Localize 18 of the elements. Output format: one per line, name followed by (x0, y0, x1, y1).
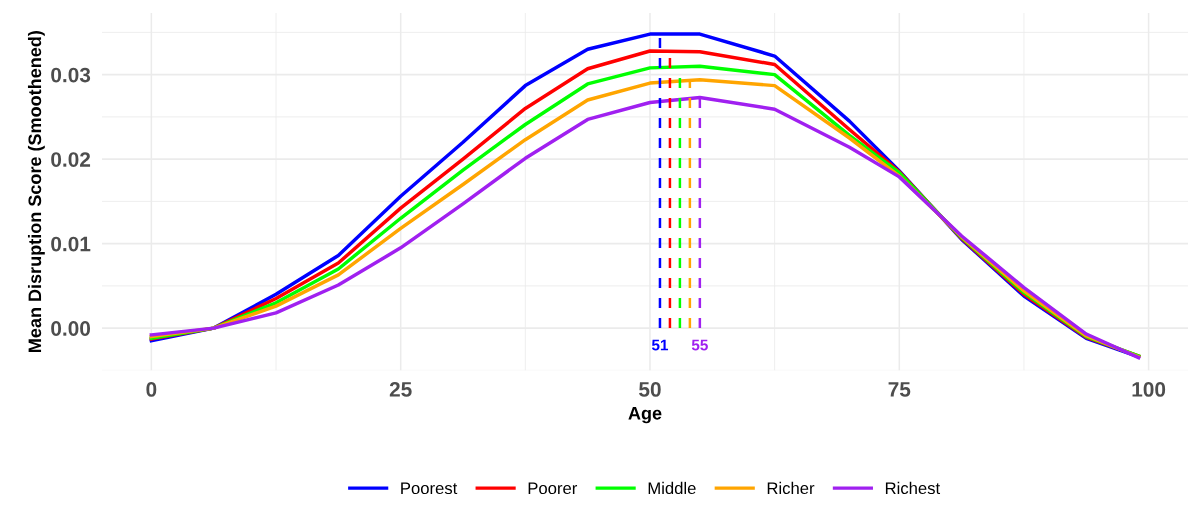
x-tick-label: 100 (1132, 382, 1166, 397)
legend-label: Middle (648, 481, 696, 495)
x-tick-label: 25 (389, 382, 412, 397)
ref-line-label: 55 (691, 339, 708, 351)
y-axis-title: Mean Disruption Score (Smoothened) (27, 31, 45, 352)
x-tick-label: 75 (888, 382, 911, 397)
x-tick-label: 0 (146, 382, 157, 397)
legend-label: Richest (885, 481, 941, 495)
y-tick-label: 0.02 (51, 152, 91, 167)
legend-label: Poorest (401, 482, 458, 495)
x-axis-title: Age (628, 407, 662, 424)
legend-label: Poorer (528, 482, 578, 495)
x-tick-label: 50 (639, 382, 661, 397)
y-tick-label: 0.01 (51, 236, 91, 252)
ref-line-label: 51 (651, 339, 669, 351)
legend-label: Richer (767, 481, 815, 495)
y-tick-label: 0.00 (51, 321, 91, 336)
y-tick-label: 0.03 (51, 67, 91, 83)
